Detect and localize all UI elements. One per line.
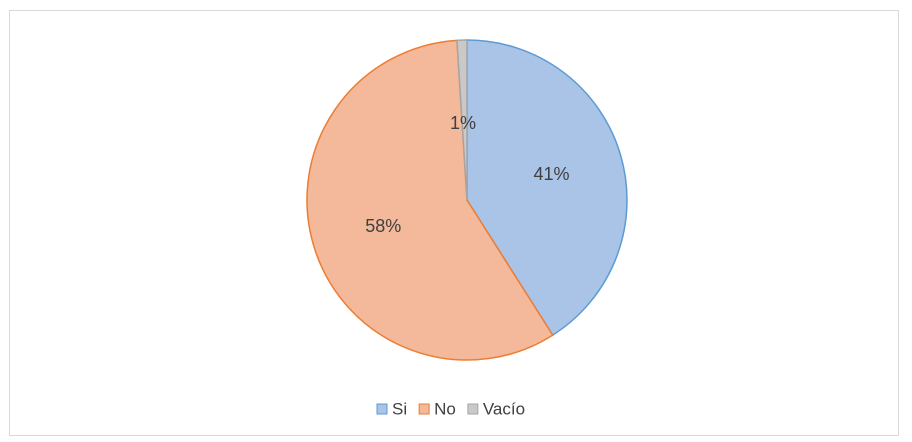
pie-slices: [306, 39, 628, 361]
legend-item-si: Si: [376, 399, 407, 418]
legend-item-no: No: [418, 399, 456, 418]
legend-label-vacío: Vacío: [483, 399, 525, 418]
slice-label-vacío: 1%: [450, 113, 476, 133]
legend-swatch-si: [376, 403, 388, 415]
pie-slice-si: [466, 39, 628, 337]
slice-label-no: 58%: [365, 216, 401, 236]
slice-label-si: 41%: [533, 164, 569, 184]
legend: Si No Vacío: [376, 399, 525, 418]
legend-swatch-vacío: [467, 403, 479, 415]
pie-slice-no: [306, 39, 554, 361]
slice-labels: 41% 58% 1%: [365, 113, 569, 236]
pie-slice-vacío: [456, 39, 468, 201]
legend-label-no: No: [434, 399, 456, 418]
legend-item-vacío: Vacío: [467, 399, 525, 418]
legend-swatch-no: [418, 403, 430, 415]
legend-label-si: Si: [392, 399, 407, 418]
